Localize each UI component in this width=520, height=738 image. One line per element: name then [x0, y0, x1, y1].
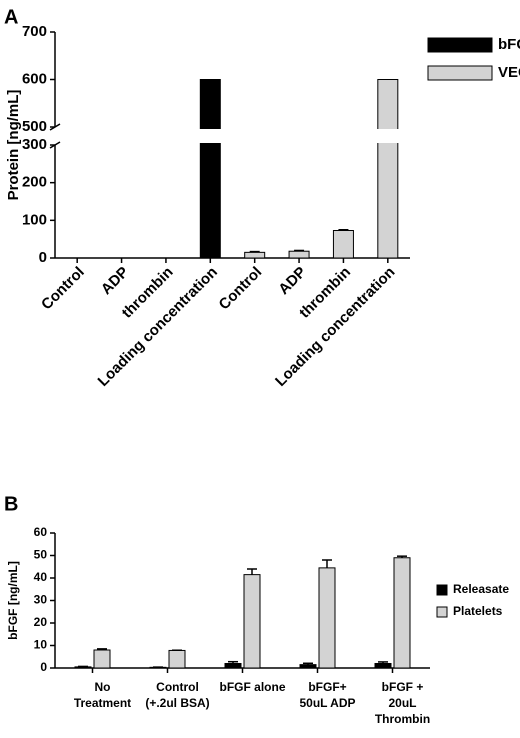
x-tick-label: Control — [38, 264, 88, 314]
y-tick-label: 40 — [34, 570, 48, 584]
x-tick-label-line: bFGF + — [382, 680, 424, 694]
y-tick-label: 200 — [22, 174, 47, 191]
y-tick-label: 60 — [34, 525, 48, 539]
bar — [377, 79, 399, 259]
legend-swatch — [436, 606, 448, 618]
legend-label: bFGF — [498, 36, 520, 53]
x-tick-label-line: 20uL — [388, 696, 416, 710]
bar — [224, 663, 242, 669]
x-tick-label: bFGF + 20uL Thrombin — [375, 680, 430, 726]
x-tick-label: bFGF alone — [220, 680, 286, 694]
bar — [288, 250, 310, 259]
bar — [244, 251, 266, 259]
panel-label: A — [4, 6, 18, 28]
bar — [243, 574, 261, 669]
bar — [318, 567, 336, 669]
y-tick-label: 100 — [22, 211, 47, 228]
x-tick-label: No Treatment — [74, 680, 131, 710]
x-tick-label-line: No — [95, 680, 111, 694]
legend-label: Platelets — [453, 604, 503, 618]
y-tick-label: 20 — [34, 615, 48, 629]
y-tick-label: 0 — [40, 660, 47, 674]
y-tick-label: 50 — [34, 548, 48, 562]
y-tick-label: 700 — [22, 23, 47, 40]
x-tick-label-line: Thrombin — [375, 712, 430, 726]
x-tick-label: ADP — [98, 264, 132, 298]
legend-label: VEGF — [498, 64, 520, 81]
bar — [93, 649, 111, 669]
x-tick-label-line: bFGF alone — [220, 680, 286, 694]
bar — [374, 663, 392, 669]
y-axis-label: Protein [ng/mL] — [5, 90, 22, 201]
x-tick-label: Control — [216, 264, 266, 314]
x-tick-label-line: bFGF+ — [308, 680, 346, 694]
bar-break-gap — [198, 129, 223, 143]
x-tick-label: bFGF+ 50uL ADP — [299, 680, 355, 710]
legend-swatch — [427, 37, 493, 53]
bar — [332, 230, 354, 259]
bar — [168, 649, 186, 669]
y-tick-label: 300 — [22, 136, 47, 153]
y-tick-label: 10 — [34, 638, 48, 652]
x-tick-label-line: (+.2ul BSA) — [145, 696, 209, 710]
y-tick-label: 0 — [39, 249, 47, 266]
y-tick-label: 500 — [22, 118, 47, 135]
legend-swatch — [427, 65, 493, 81]
x-tick-label: Control (+.2ul BSA) — [145, 680, 209, 710]
x-tick-label-line: Treatment — [74, 696, 131, 710]
bar — [393, 557, 411, 669]
y-tick-label: 30 — [34, 593, 48, 607]
bar — [299, 664, 317, 669]
legend-label: Releasate — [453, 582, 509, 596]
legend-swatch — [436, 584, 448, 596]
y-tick-label: 600 — [22, 70, 47, 87]
bar — [199, 79, 221, 259]
x-tick-label-line: Control — [156, 680, 199, 694]
y-axis-label: bFGF [ng/mL] — [6, 561, 20, 640]
bar-break-gap — [375, 129, 400, 143]
x-tick-label-line: 50uL ADP — [299, 696, 355, 710]
x-tick-label: ADP — [275, 264, 309, 298]
panel-label: B — [4, 493, 18, 515]
